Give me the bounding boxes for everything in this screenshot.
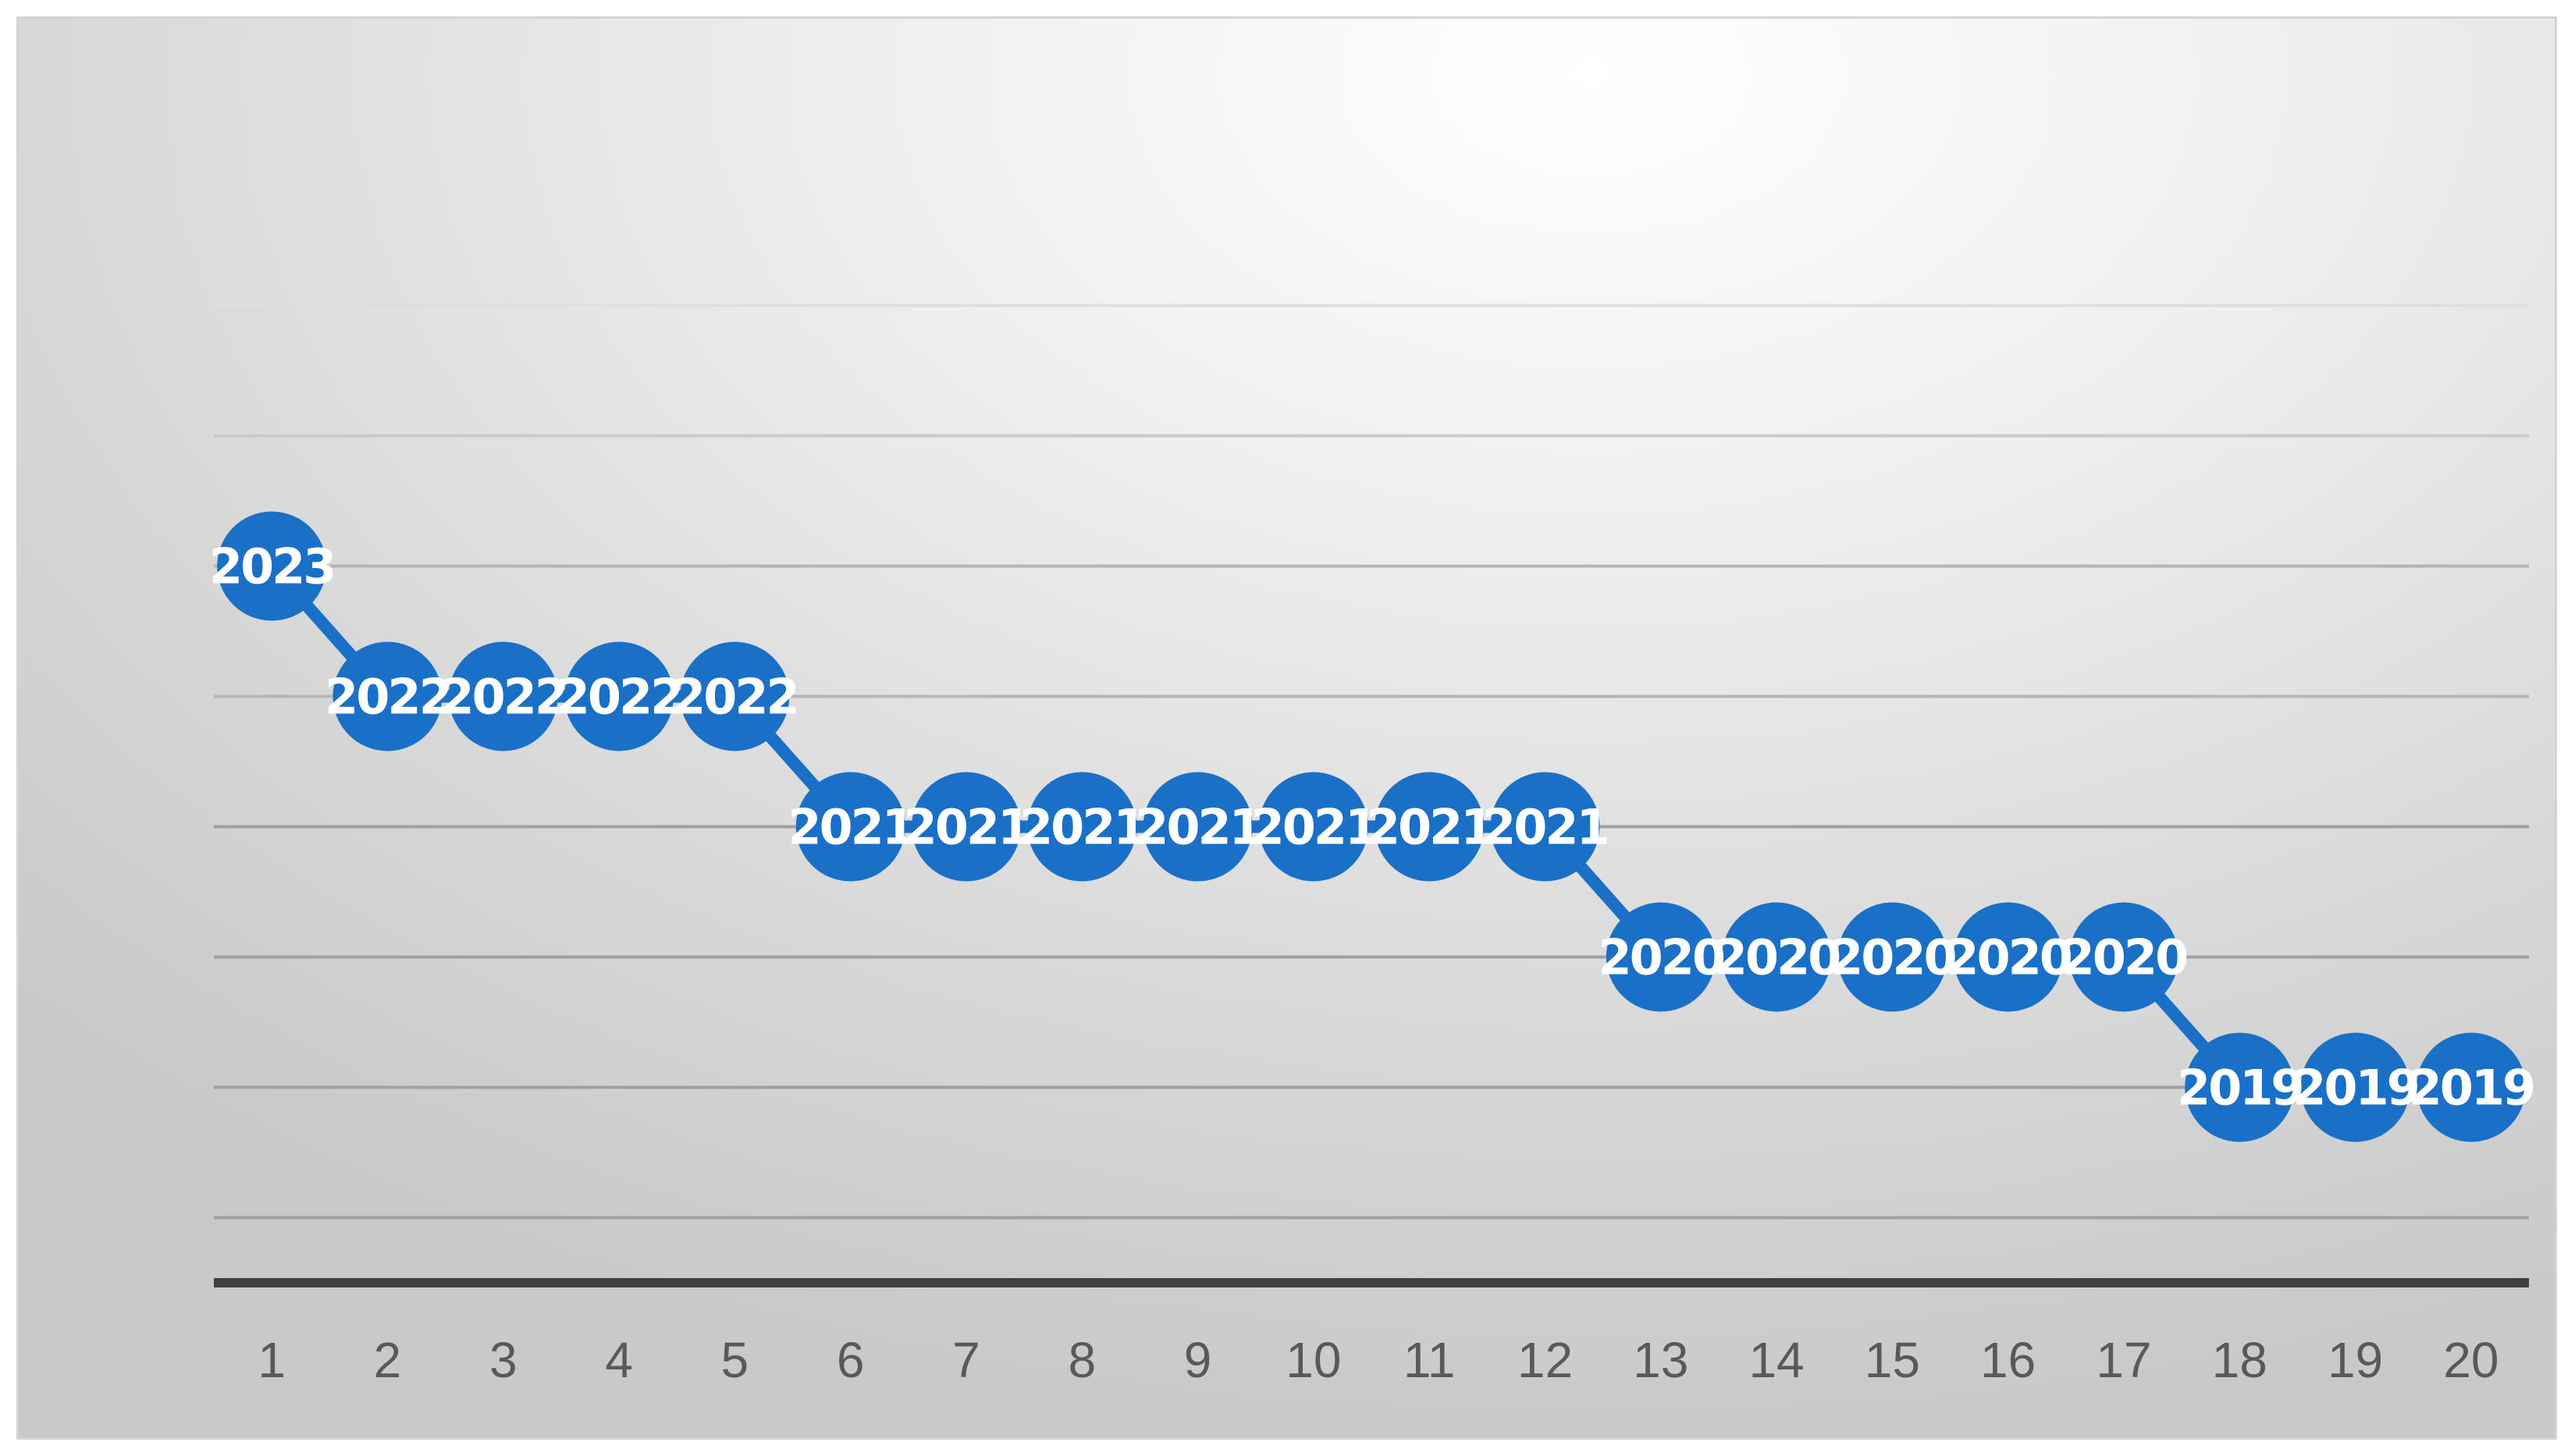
data-label-16: 2020: [1945, 929, 2071, 986]
data-label-5: 2022: [672, 669, 798, 726]
data-point-14: [1722, 902, 1832, 1012]
data-label-8: 2021: [1019, 799, 1145, 856]
x-tick-label-8: 8: [1068, 1332, 1096, 1388]
data-label-4: 2022: [557, 669, 682, 726]
data-label-18: 2019: [2177, 1060, 2303, 1117]
data-point-13: [1606, 902, 1716, 1012]
x-tick-label-7: 7: [952, 1332, 980, 1388]
x-tick-label-3: 3: [489, 1332, 517, 1388]
data-labels: 2023202220222022202220212021202120212021…: [209, 538, 2536, 1117]
x-tick-label-15: 15: [1865, 1332, 1920, 1388]
data-point-3: [448, 641, 558, 751]
data-point-19: [2300, 1032, 2410, 1142]
x-tick-label-11: 11: [1403, 1332, 1455, 1388]
data-point-10: [1258, 772, 1368, 882]
data-label-14: 2020: [1714, 929, 1840, 986]
data-label-9: 2021: [1135, 799, 1261, 856]
data-point-5: [680, 641, 790, 751]
data-label-15: 2020: [1830, 929, 1955, 986]
data-point-7: [911, 772, 1021, 882]
data-point-18: [2185, 1032, 2295, 1142]
data-label-17: 2020: [2061, 929, 2187, 986]
x-tick-label-6: 6: [837, 1332, 865, 1388]
data-label-11: 2021: [1367, 799, 1492, 856]
data-point-8: [1027, 772, 1137, 882]
data-points: [217, 511, 2526, 1142]
x-tick-label-14: 14: [1748, 1332, 1804, 1388]
data-label-19: 2019: [2292, 1060, 2418, 1117]
data-point-12: [1490, 772, 1600, 882]
data-point-9: [1143, 772, 1253, 882]
x-tick-label-16: 16: [1980, 1332, 2036, 1388]
x-tick-label-2: 2: [374, 1332, 402, 1388]
chart-area: [16, 16, 2557, 1440]
x-tick-label-4: 4: [605, 1332, 633, 1388]
data-point-11: [1375, 772, 1485, 882]
data-point-1: [217, 511, 327, 621]
data-point-2: [333, 641, 443, 751]
data-point-17: [2068, 902, 2178, 1012]
x-tick-label-20: 20: [2443, 1332, 2499, 1388]
x-tick-label-13: 13: [1633, 1332, 1688, 1388]
data-label-3: 2022: [440, 669, 566, 726]
data-label-1: 2023: [209, 538, 335, 595]
x-tick-label-12: 12: [1517, 1332, 1573, 1388]
data-label-7: 2021: [904, 799, 1030, 856]
data-label-6: 2021: [788, 799, 913, 856]
x-tick-label-18: 18: [2212, 1332, 2267, 1388]
data-label-13: 2020: [1598, 929, 1723, 986]
data-point-6: [795, 772, 905, 882]
data-point-4: [564, 641, 674, 751]
x-tick-label-17: 17: [2096, 1332, 2151, 1388]
x-tick-label-10: 10: [1286, 1332, 1341, 1388]
x-axis-tick-labels: 1 2 3 4 5 6 7 8 9 10 11 12 13 14 15 16 17 18 19 20: [258, 1332, 2499, 1388]
data-point-16: [1953, 902, 2063, 1012]
x-tick-label-1: 1: [258, 1332, 286, 1388]
data-point-15: [1837, 902, 1947, 1012]
x-tick-label-5: 5: [721, 1332, 749, 1388]
data-label-20: 2019: [2409, 1060, 2534, 1117]
x-tick-label-9: 9: [1184, 1332, 1212, 1388]
data-label-2: 2022: [325, 669, 450, 726]
data-label-10: 2021: [1251, 799, 1377, 856]
x-tick-label-19: 19: [2328, 1332, 2383, 1388]
data-point-20: [2416, 1032, 2526, 1142]
data-label-12: 2021: [1482, 799, 1608, 856]
